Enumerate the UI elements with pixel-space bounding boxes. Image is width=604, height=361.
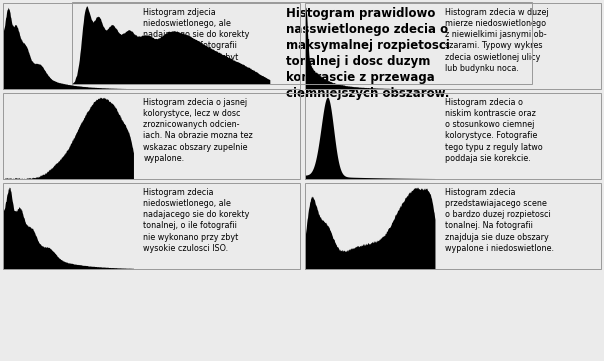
Text: Histogram zdecia w duzej
mierze niedoswietlonego
z niewielkimi jasnymi ob-
szara: Histogram zdecia w duzej mierze niedoswi…: [445, 8, 548, 73]
Text: Histogram zdjecia
niedoswietlonego, ale
nadajacego sie do korekty
tonalnej, o il: Histogram zdjecia niedoswietlonego, ale …: [143, 8, 250, 73]
Text: Histogram zdecia
przedstawiajacego scene
o bardzo duzej rozpietosci
tonalnej. Na: Histogram zdecia przedstawiajacego scene…: [445, 188, 554, 253]
Text: Histogram zdecia
niedoswietlonego, ale
nadajacego sie do korekty
tonalnej, o ile: Histogram zdecia niedoswietlonego, ale n…: [143, 188, 250, 253]
Text: Histogram zdecia o
niskim kontrascie oraz
o stosunkowo ciemnej
kolorystyce. Foto: Histogram zdecia o niskim kontrascie ora…: [445, 98, 542, 163]
Text: Histogram zdecia o jasnej
kolorystyce, lecz w dosc
zroznicowanych odcien-
iach. : Histogram zdecia o jasnej kolorystyce, l…: [143, 98, 253, 163]
Text: Histogram prawidlowo
nasswietlonego zdecia o
maksymalnej rozpietosci
tonalnej i : Histogram prawidlowo nasswietlonego zdec…: [286, 7, 449, 100]
